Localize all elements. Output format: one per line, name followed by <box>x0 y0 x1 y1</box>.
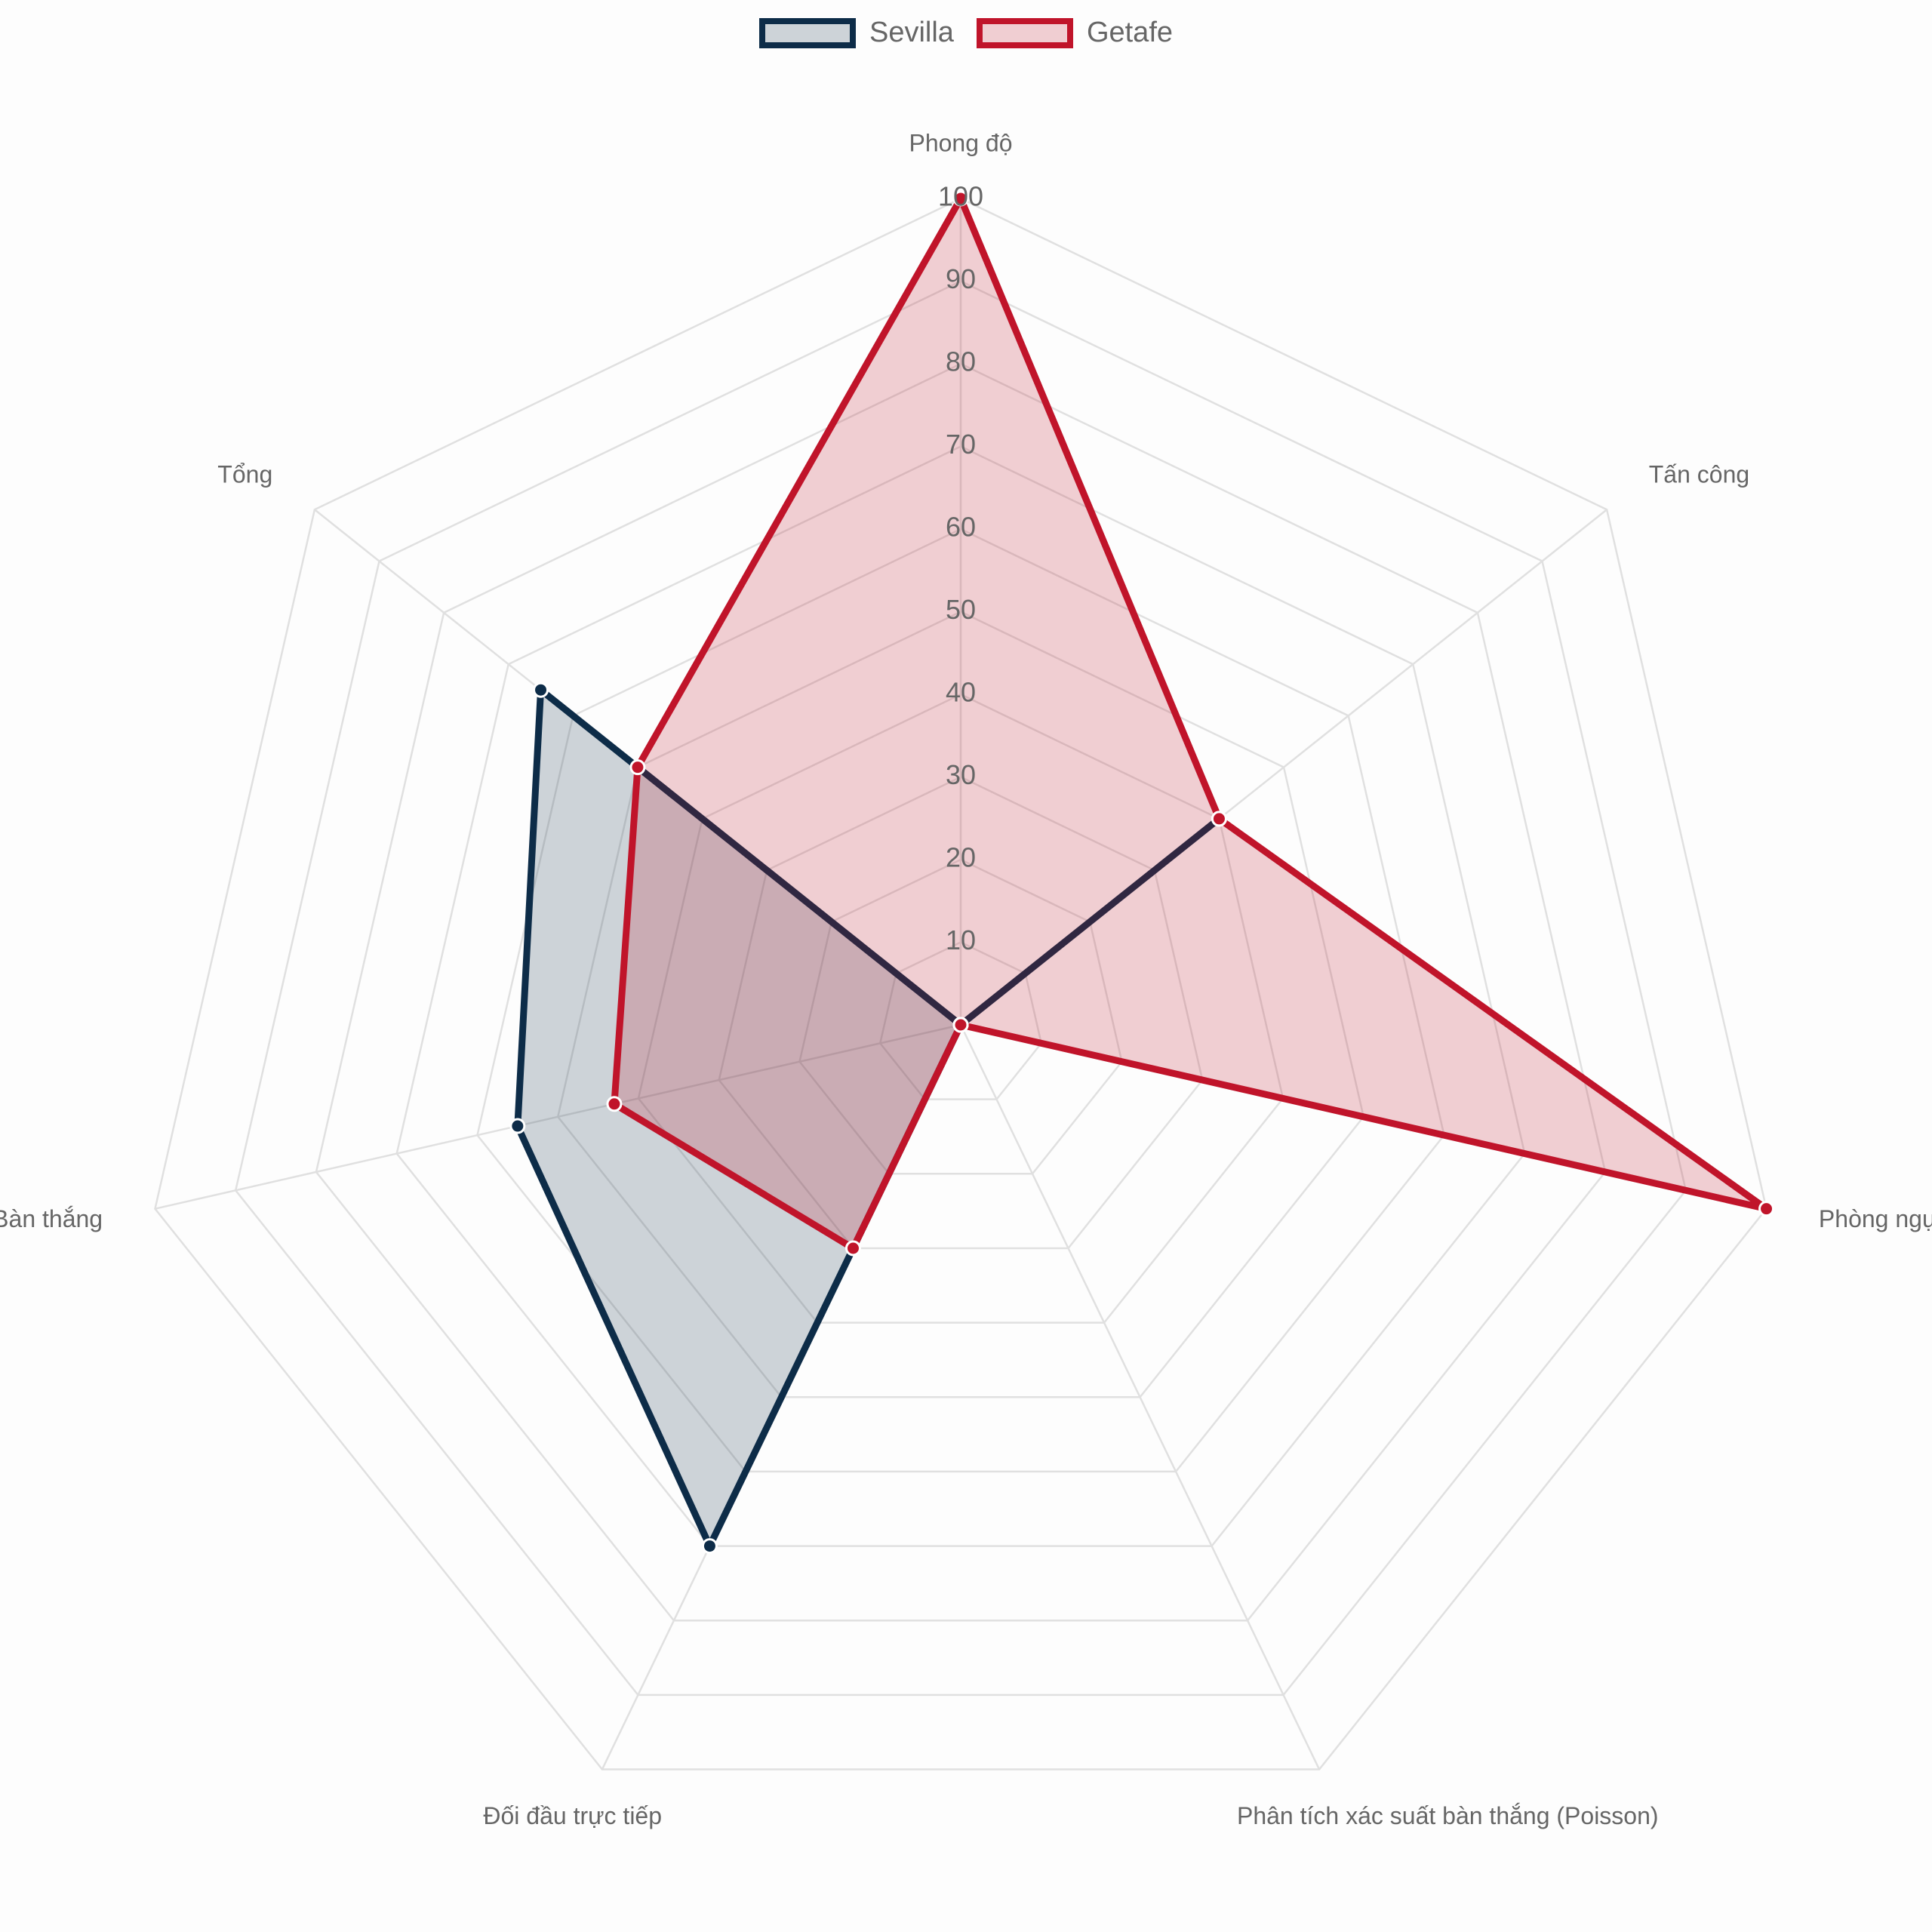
legend-swatch-sevilla <box>758 17 856 48</box>
data-point-getafe[interactable] <box>1758 1201 1775 1217</box>
axis-label: Phòng ngự <box>1819 1205 1932 1232</box>
axis-labels: Phong độ Tấn công Phòng ngự Phân tích xác s… <box>0 129 1932 1829</box>
tick-label: 10 <box>946 924 976 955</box>
axis-label: Tấn công <box>1649 460 1749 488</box>
grid-ring <box>154 197 1767 1770</box>
series-area-getafe <box>611 190 1769 1254</box>
grid-ring <box>315 362 1607 1622</box>
grid-spoke <box>155 1023 961 1210</box>
legend-label-getafe: Getafe <box>1086 17 1174 48</box>
data-point-getafe[interactable] <box>952 190 969 207</box>
legend-item-sevilla[interactable]: Sevilla <box>758 17 954 49</box>
grid-ring <box>878 941 1043 1100</box>
tick-labels: 10 20 30 40 50 60 70 80 90 100 <box>938 181 983 956</box>
tick-label: 60 <box>946 512 976 543</box>
data-point-getafe[interactable] <box>629 759 646 776</box>
tick-label: 20 <box>946 842 976 873</box>
grid-ring <box>476 528 1445 1473</box>
tick-label: 40 <box>946 677 976 708</box>
axis-label: Bàn thắng <box>0 1205 103 1232</box>
tick-label: 30 <box>946 759 976 790</box>
grid-ring <box>395 445 1526 1547</box>
tick-label: 90 <box>946 263 976 294</box>
data-point-getafe[interactable] <box>952 1017 969 1033</box>
data-point-getafe[interactable] <box>606 1096 623 1112</box>
tick-label: 50 <box>946 594 976 625</box>
tick-label: 80 <box>946 346 976 377</box>
grid-ring <box>234 280 1687 1697</box>
data-point-sevilla[interactable] <box>533 681 549 698</box>
tick-label: 70 <box>946 429 976 460</box>
legend-item-getafe[interactable]: Getafe <box>976 17 1174 49</box>
grid-ring <box>637 693 1284 1324</box>
axis-label: Đối đầu trực tiếp <box>483 1802 662 1829</box>
grid-ring <box>798 858 1123 1175</box>
axis-label: Phong độ <box>909 129 1012 156</box>
data-point-getafe[interactable] <box>844 1240 861 1257</box>
tick-label: 100 <box>938 181 983 212</box>
grid-ring <box>556 611 1365 1398</box>
data-point-sevilla[interactable] <box>509 1118 526 1134</box>
grid-ring <box>718 776 1204 1250</box>
data-point-getafe[interactable] <box>1211 811 1227 827</box>
legend: Sevilla Getafe <box>0 17 1932 49</box>
legend-label-sevilla: Sevilla <box>869 17 954 48</box>
axis-label: Phân tích xác suất bàn thắng (Poisson) <box>1237 1802 1659 1829</box>
data-point-sevilla[interactable] <box>701 1538 718 1555</box>
series-layer <box>509 190 1775 1555</box>
axis-label: Tổng <box>217 460 272 488</box>
legend-swatch-getafe <box>976 17 1073 48</box>
grid-spoke <box>959 1024 1321 1770</box>
